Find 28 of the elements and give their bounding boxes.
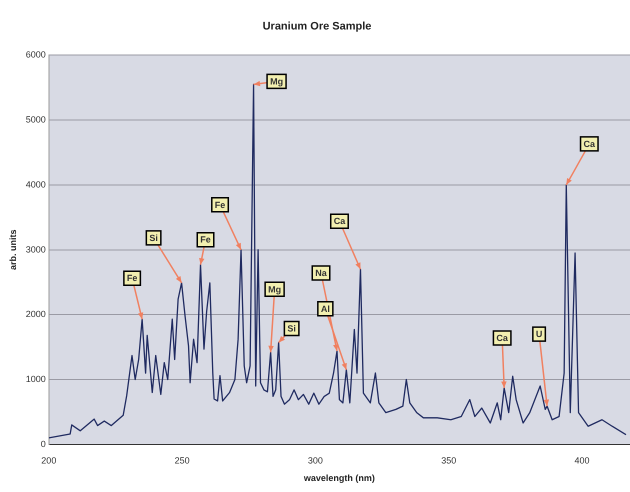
annotation: Mg (270, 76, 284, 86)
annotation: Ca (334, 216, 346, 226)
y-tick-label: 1000 (26, 374, 46, 384)
annotation: Mg (268, 284, 282, 294)
x-axis-title: wavelength (nm) (302, 473, 375, 484)
y-tick-label: 2000 (26, 309, 46, 320)
x-tick-label: 350 (441, 455, 456, 466)
annotation: Ca (496, 332, 509, 343)
x-tick-label: 400 (574, 455, 590, 466)
annotation: Fe (214, 200, 226, 210)
annotation: Si (149, 232, 158, 243)
annotation: Na (315, 268, 328, 278)
x-tick-label: 250 (174, 455, 190, 466)
y-tick-label: 5000 (26, 114, 46, 125)
annotation: Ca (584, 138, 596, 149)
y-axis-title: arb. units (8, 230, 18, 270)
annotation: Si (287, 324, 296, 334)
chart-title: Uranium Ore Sample (262, 20, 372, 33)
x-tick-label: 300 (308, 455, 323, 466)
annotation: Fe (126, 273, 138, 284)
y-tick-label: 3000 (26, 244, 46, 254)
annotation: Al (320, 304, 330, 314)
y-tick-label: 6000 (26, 50, 46, 60)
x-tick-label: 200 (41, 455, 56, 466)
y-tick-label: 0 (40, 438, 46, 449)
annotation: U (536, 329, 542, 340)
y-tick-label: 4000 (26, 179, 46, 190)
annotation: Fe (200, 234, 211, 245)
